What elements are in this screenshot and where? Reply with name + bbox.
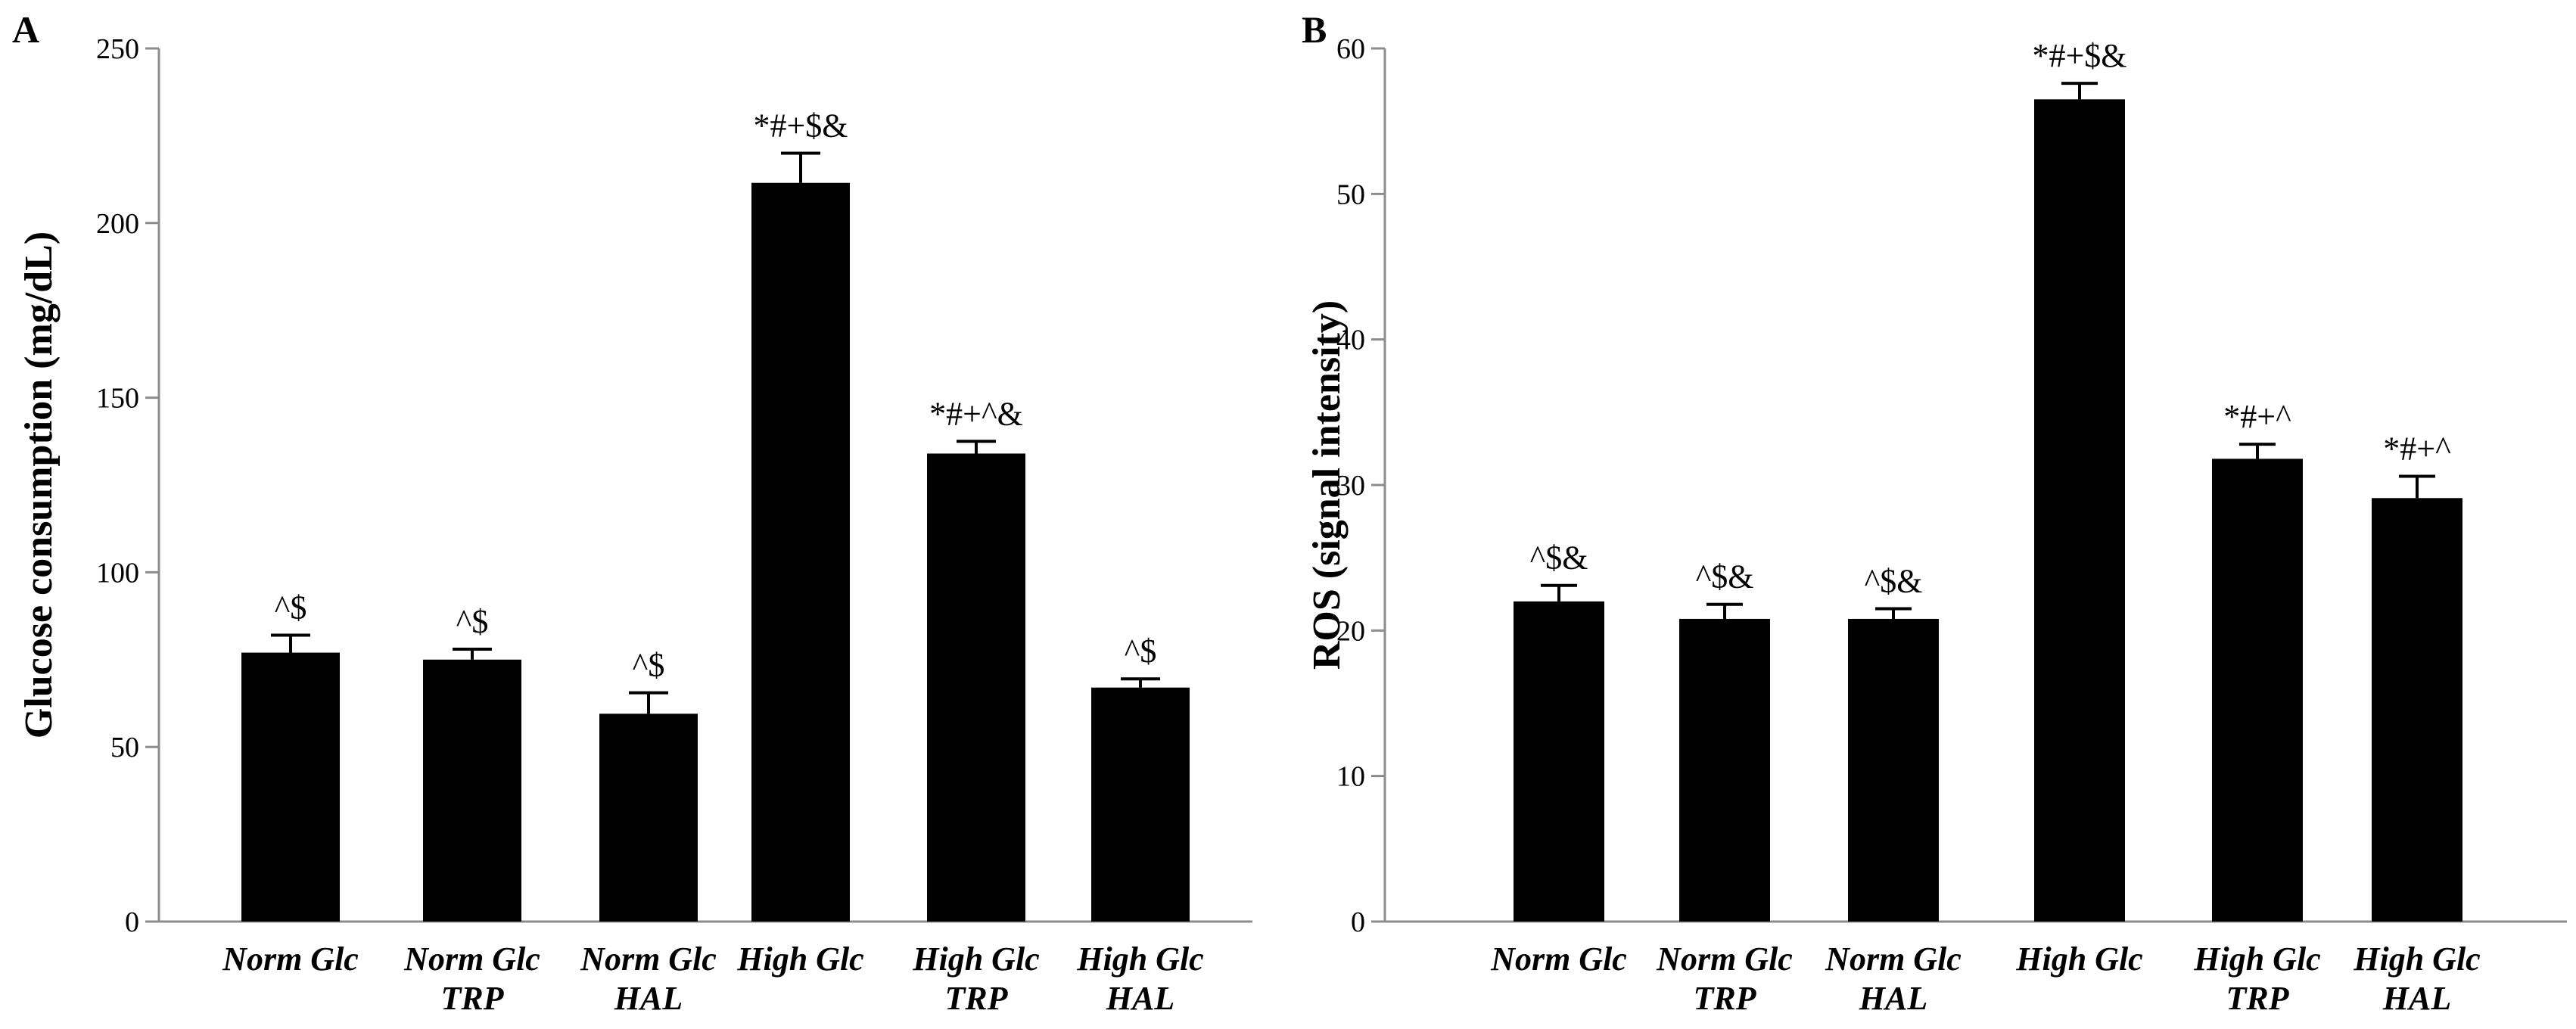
- panel-a-y-tick-label: 200: [96, 208, 139, 240]
- panel-a-bar: [751, 182, 850, 922]
- panel-b-y-tick-label: 0: [1351, 906, 1365, 938]
- panel-b-bar: [2034, 99, 2125, 922]
- panel-a-y-tick-label: 250: [96, 33, 139, 65]
- panel-b-error-bar: [2239, 443, 2276, 459]
- panel-b-category-label: High Glc: [2015, 940, 2142, 978]
- panel-a-bar: [423, 659, 521, 922]
- panel-a-error-bar: [957, 440, 996, 454]
- panel-a-y-tick-label: 150: [96, 383, 139, 415]
- panel-a-category-label: Norm Glc: [580, 940, 717, 978]
- panel-b-y-axis-title: ROS (signal intensity): [1305, 300, 1349, 670]
- panel-a-category-label: TRP: [440, 980, 504, 1017]
- panel-b-y-tick-label: 20: [1336, 615, 1365, 647]
- panel-b-category-label: High Glc: [2353, 940, 2480, 978]
- panel-b-significance-label: *#+^: [2223, 398, 2291, 435]
- panel-a-significance-label: ^$: [456, 603, 489, 640]
- panel-b-category-label: Norm Glc: [1656, 940, 1793, 978]
- panel-b-error-bar: [2399, 474, 2435, 499]
- panel-a-category-label: TRP: [944, 980, 1008, 1017]
- panel-b-y-tick-label: 30: [1336, 470, 1365, 502]
- panel-a-error-bar: [271, 633, 310, 653]
- panel-a-category-label: HAL: [614, 980, 683, 1017]
- panel-b-significance-label: *#+$&: [2032, 37, 2126, 74]
- panel-a-significance-label: ^$: [275, 589, 307, 626]
- panel-a-category-label: Norm Glc: [403, 940, 540, 978]
- panel-a-y-tick-label: 100: [96, 557, 139, 589]
- panel-a-chart: A 0 50 100 150 200 250 Glucose consumption (mg/…: [12, 8, 1252, 1017]
- panel-a-y-tick-label: 50: [110, 732, 139, 763]
- panel-b-significance-label: ^$&: [1530, 539, 1588, 577]
- panel-b-y-tick-label: 10: [1336, 761, 1365, 793]
- panel-a-significance-label: ^$: [1125, 633, 1157, 670]
- panel-b-significance-label: *#+^: [2383, 430, 2451, 467]
- panel-b-category-label: TRP: [1693, 980, 1756, 1017]
- panel-a-category-label: High Glc: [912, 940, 1039, 978]
- panel-b-significance-label: ^$&: [1696, 558, 1754, 595]
- panel-b-bar: [1848, 618, 1939, 922]
- panel-a-error-bar: [781, 151, 820, 183]
- panel-b-bar: [2212, 459, 2303, 922]
- panel-b-category-label: High Glc: [2193, 940, 2320, 978]
- panel-a-bar: [599, 713, 698, 922]
- panel-b-significance-label: ^$&: [1865, 562, 1923, 599]
- panel-a-bar: [927, 453, 1025, 922]
- panel-b-error-bar: [1875, 607, 1912, 619]
- panel-a-significance-label: *#+$&: [753, 107, 848, 144]
- panel-b-y-tick-label: 40: [1336, 325, 1365, 356]
- panel-b-bar: [1514, 601, 1604, 922]
- panel-a-category-label: Norm Glc: [222, 940, 359, 978]
- panel-b-category-label: Norm Glc: [1825, 940, 1962, 978]
- panel-a-bar: [241, 652, 340, 922]
- panel-b-category-label: Norm Glc: [1490, 940, 1627, 978]
- panel-b-bar: [2372, 498, 2462, 922]
- panel-b-category-label: HAL: [1859, 980, 1927, 1017]
- panel-a-error-bar: [453, 647, 492, 660]
- panel-a-error-bar: [629, 691, 668, 714]
- panel-b-bar: [1679, 618, 1770, 922]
- panel-a-y-tick-label: 0: [125, 906, 139, 938]
- panel-a-significance-label: ^$: [633, 647, 665, 684]
- panel-b-error-bar: [1706, 602, 1743, 619]
- panel-b-category-label: HAL: [2382, 980, 2451, 1017]
- panel-a-significance-label: *#+^&: [929, 395, 1023, 432]
- panel-b-chart: B 0 10 20 30 40 50 60 ROS (signal intensity) ^$& N…: [1302, 8, 2567, 1017]
- panel-a-category-label: High Glc: [736, 940, 863, 978]
- panel-a-category-label: High Glc: [1076, 940, 1203, 978]
- panel-a-category-label: HAL: [1106, 980, 1174, 1017]
- panel-b-category-label: TRP: [2226, 980, 2289, 1017]
- panel-b-error-bar: [1541, 583, 1577, 602]
- panel-b-error-bar: [2061, 82, 2098, 100]
- panel-a-error-bar: [1121, 677, 1160, 688]
- panel-b-y-tick-label: 50: [1336, 179, 1365, 210]
- panel-a-bar: [1091, 687, 1190, 922]
- panel-b-label: B: [1302, 8, 1327, 51]
- panel-a-label: A: [12, 8, 39, 51]
- panel-b-y-tick-label: 60: [1336, 33, 1365, 65]
- panel-a-y-axis-title: Glucose consumption (mg/dL): [17, 232, 61, 738]
